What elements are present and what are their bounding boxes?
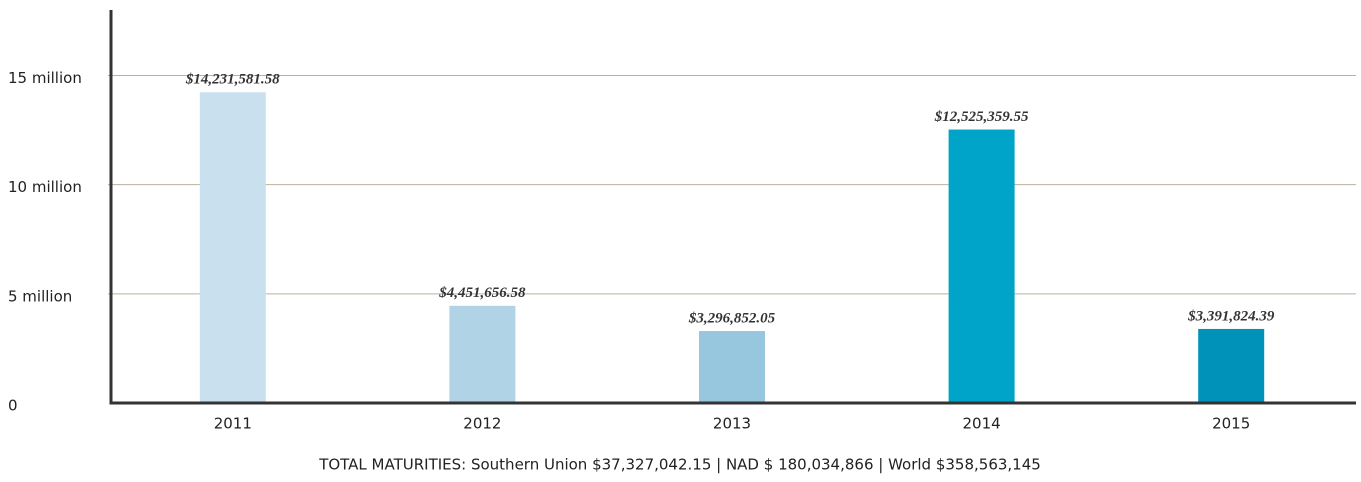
value-label: $12,525,359.55: [934, 109, 1029, 125]
x-tick-label: 2013: [713, 415, 751, 433]
footnote: TOTAL MATURITIES: Southern Union $37,327…: [318, 456, 1041, 474]
bar: [449, 305, 516, 403]
bar: [1198, 328, 1265, 403]
value-label: $14,231,581.58: [185, 72, 280, 88]
x-tick-label: 2012: [463, 415, 501, 433]
value-label: $4,451,656.58: [438, 285, 526, 301]
x-tick-label: 2015: [1212, 415, 1250, 433]
value-label: $3,391,824.39: [1187, 308, 1275, 324]
x-tick-label: 2011: [214, 415, 252, 433]
bar: [948, 129, 1015, 403]
bar: [199, 92, 266, 404]
y-tick-label: 15 million: [8, 69, 82, 87]
bar: [699, 331, 765, 403]
y-tick-label: 0: [8, 397, 18, 415]
y-tick-label: 10 million: [8, 178, 82, 196]
y-tick-label: 5 million: [8, 287, 72, 305]
x-tick-label: 2014: [963, 415, 1001, 433]
value-label: $3,296,852.05: [688, 310, 776, 326]
